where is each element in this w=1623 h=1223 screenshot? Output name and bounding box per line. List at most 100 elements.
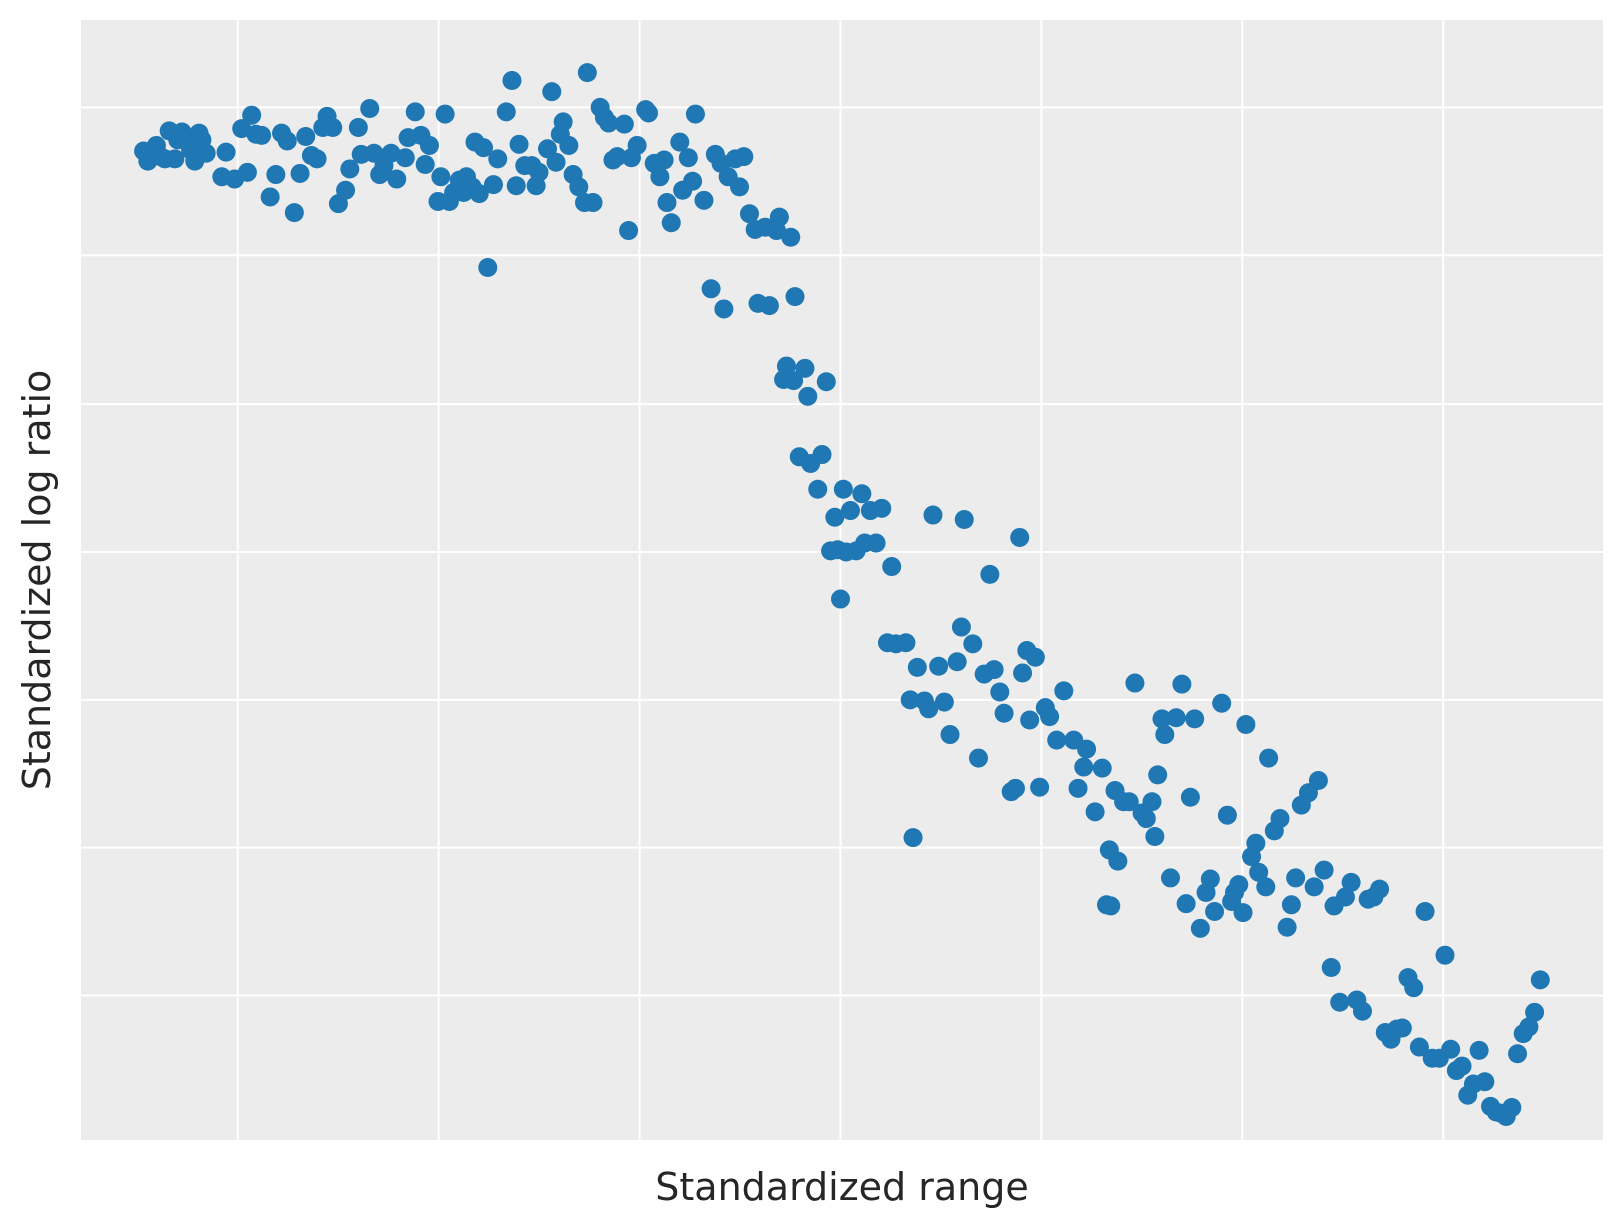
data-point xyxy=(1200,869,1220,889)
data-point xyxy=(812,445,832,465)
data-point xyxy=(1233,903,1253,923)
data-point xyxy=(1092,758,1112,778)
data-point xyxy=(896,633,916,653)
data-point xyxy=(1236,714,1256,734)
data-point xyxy=(336,180,356,200)
data-point xyxy=(296,126,316,146)
data-point xyxy=(852,484,872,504)
data-point xyxy=(577,63,597,83)
data-point xyxy=(387,169,407,189)
data-point xyxy=(542,82,562,102)
data-point xyxy=(1136,809,1156,829)
data-point xyxy=(1469,1040,1489,1060)
data-point xyxy=(1025,647,1045,667)
data-point xyxy=(1341,872,1361,892)
data-point xyxy=(907,657,927,677)
data-point xyxy=(947,652,967,672)
data-points xyxy=(134,63,1550,1126)
data-point xyxy=(1370,879,1390,899)
data-point xyxy=(1152,709,1172,729)
data-point xyxy=(196,143,216,163)
data-point xyxy=(1246,833,1266,853)
data-point xyxy=(237,162,257,182)
data-point xyxy=(963,634,983,654)
data-point xyxy=(266,165,286,185)
data-point xyxy=(1119,792,1139,812)
data-point xyxy=(1005,778,1025,798)
data-point xyxy=(1101,896,1121,916)
data-point xyxy=(1259,748,1279,768)
data-point xyxy=(1172,674,1192,694)
data-point xyxy=(872,498,892,518)
data-point xyxy=(866,533,886,553)
data-point xyxy=(1308,770,1328,790)
data-point xyxy=(900,690,920,710)
data-point xyxy=(1525,1002,1545,1022)
data-point xyxy=(506,176,526,196)
data-point xyxy=(1212,693,1232,713)
data-point xyxy=(968,748,988,768)
data-point xyxy=(990,682,1010,702)
data-point xyxy=(1314,860,1334,880)
data-point xyxy=(1519,1017,1539,1037)
data-point xyxy=(798,386,818,406)
data-point xyxy=(496,102,516,122)
data-point xyxy=(1441,1039,1461,1059)
data-point xyxy=(583,193,603,213)
data-point xyxy=(795,358,815,378)
data-point xyxy=(808,479,828,499)
data-point xyxy=(784,371,804,391)
y-axis-label: Standardized log ratio xyxy=(15,370,59,791)
data-point xyxy=(435,104,455,124)
data-point xyxy=(1281,895,1301,915)
data-point xyxy=(1409,1037,1429,1057)
data-point xyxy=(1030,777,1050,797)
data-point xyxy=(1125,673,1145,693)
data-point xyxy=(980,564,1000,584)
data-point xyxy=(488,149,508,169)
data-point xyxy=(833,479,853,499)
data-point xyxy=(825,507,845,527)
data-point xyxy=(1392,1018,1412,1038)
data-point xyxy=(701,279,721,299)
data-point xyxy=(1270,809,1290,829)
data-point xyxy=(502,70,522,90)
data-point xyxy=(1475,1072,1495,1092)
data-point xyxy=(739,204,759,224)
data-point xyxy=(1160,868,1180,888)
data-point xyxy=(1142,792,1162,812)
data-point xyxy=(323,118,343,138)
data-point xyxy=(1330,992,1350,1012)
data-point xyxy=(260,187,280,207)
data-point xyxy=(954,510,974,530)
data-point xyxy=(683,171,703,191)
data-point xyxy=(1148,765,1168,785)
data-point xyxy=(769,207,789,227)
data-point xyxy=(734,147,754,167)
data-point xyxy=(1077,739,1097,759)
data-point xyxy=(1054,681,1074,701)
data-point xyxy=(405,102,425,122)
data-point xyxy=(546,152,566,172)
data-point xyxy=(360,98,380,118)
data-point xyxy=(252,125,272,145)
data-point xyxy=(1286,868,1306,888)
data-point xyxy=(1277,917,1297,937)
data-point xyxy=(759,296,779,316)
data-point xyxy=(816,372,836,392)
data-point xyxy=(1020,710,1040,730)
data-point xyxy=(627,135,647,155)
data-point xyxy=(1217,805,1237,825)
data-point xyxy=(1176,894,1196,914)
data-point xyxy=(340,159,360,179)
data-point xyxy=(776,356,796,376)
data-point xyxy=(923,505,943,525)
data-point xyxy=(934,692,954,712)
x-axis-label: Standardized range xyxy=(655,1165,1028,1209)
data-point xyxy=(1013,663,1033,683)
data-point xyxy=(903,828,923,848)
data-point xyxy=(661,213,681,233)
data-point xyxy=(1068,778,1088,798)
data-point xyxy=(1452,1056,1472,1076)
